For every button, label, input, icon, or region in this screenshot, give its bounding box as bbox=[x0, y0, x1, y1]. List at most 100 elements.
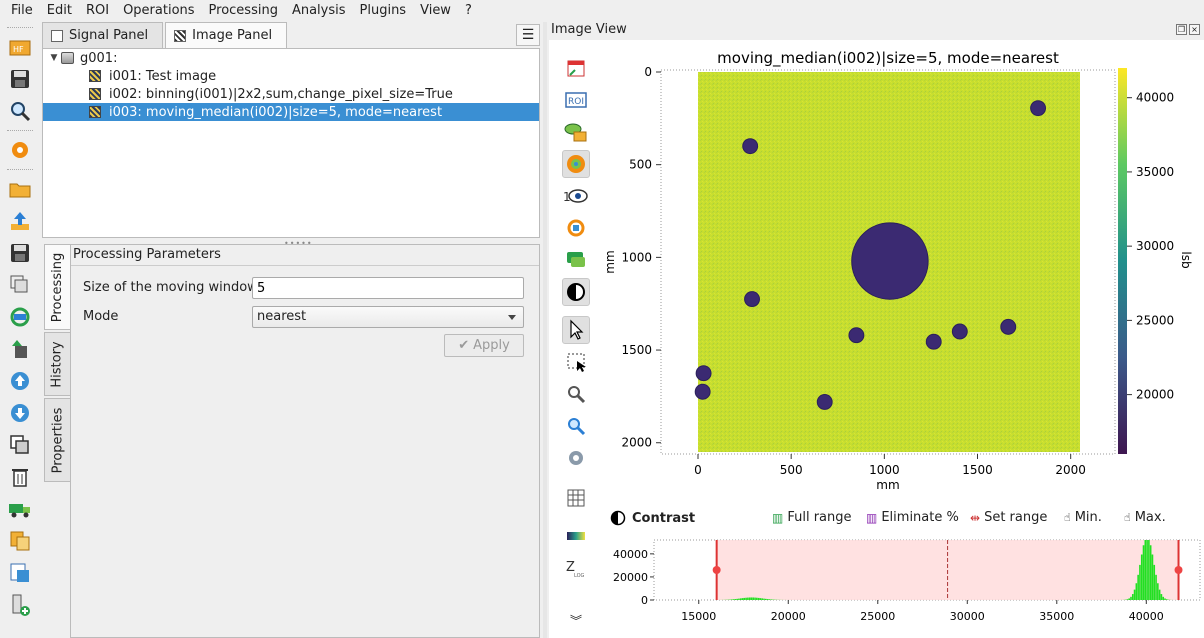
histogram-bar bbox=[732, 599, 735, 600]
comments-button[interactable] bbox=[562, 246, 590, 274]
menu-edit[interactable]: Edit bbox=[46, 3, 72, 18]
import-button[interactable] bbox=[7, 208, 33, 234]
min-label: Min. bbox=[1074, 510, 1102, 525]
roi-button[interactable]: ROI bbox=[562, 86, 590, 114]
close-icon[interactable]: × bbox=[1189, 24, 1200, 35]
grid-button[interactable] bbox=[562, 484, 590, 512]
plot-settings-button[interactable] bbox=[562, 444, 590, 472]
tab-history[interactable]: History bbox=[44, 332, 70, 396]
duplicate-button[interactable] bbox=[7, 272, 33, 298]
histogram-bar bbox=[743, 597, 746, 600]
float-icon[interactable]: ❐ bbox=[1176, 24, 1187, 35]
save-hdf5-button[interactable] bbox=[7, 66, 33, 92]
menu-view[interactable]: View bbox=[420, 3, 451, 18]
image-icon bbox=[89, 106, 101, 118]
zoom-button[interactable] bbox=[562, 380, 590, 408]
histogram-x-axis: 15000 20000 25000 30000 35000 40000 bbox=[681, 600, 1164, 623]
browse-hdf5-button[interactable] bbox=[7, 98, 33, 124]
contrast-histogram[interactable]: 40000 20000 0 15000 20000 25000 30000 35000 400… bbox=[604, 538, 1204, 634]
menu-file[interactable]: File bbox=[11, 3, 33, 18]
select-tool-button[interactable] bbox=[562, 316, 590, 344]
tab-image-panel[interactable]: Image Panel bbox=[165, 22, 288, 48]
tab-signal-panel[interactable]: Signal Panel bbox=[42, 22, 164, 48]
histogram-bar bbox=[1164, 598, 1166, 600]
tree-item[interactable]: i001: Test image bbox=[43, 67, 539, 85]
colorbar-button[interactable] bbox=[562, 522, 590, 550]
svg-text:ROI: ROI bbox=[568, 97, 584, 107]
full-range-button[interactable]: ▥ Full range bbox=[772, 510, 852, 525]
splitter-handle[interactable]: ••••• bbox=[284, 239, 313, 248]
spot-2 bbox=[1030, 100, 1047, 117]
histogram-x-tick-label: 15000 bbox=[681, 610, 716, 623]
menu-operations[interactable]: Operations bbox=[123, 3, 195, 18]
tab-properties[interactable]: Properties bbox=[44, 398, 70, 482]
side-tabs: Processing History Properties bbox=[44, 244, 70, 484]
apply-label: Apply bbox=[473, 338, 510, 353]
menu-processing[interactable]: Processing bbox=[208, 3, 278, 18]
annotations-button[interactable] bbox=[7, 560, 33, 586]
view-button[interactable]: 1 bbox=[562, 182, 590, 210]
histogram-bar bbox=[759, 598, 762, 600]
contrast-icon bbox=[567, 283, 585, 301]
restore-button[interactable] bbox=[7, 336, 33, 362]
menu-help[interactable]: ? bbox=[464, 3, 472, 18]
set-range-button[interactable]: ⇹ Set range bbox=[970, 510, 1047, 525]
refresh-button[interactable] bbox=[7, 304, 33, 330]
image-view-title: Image View bbox=[551, 22, 627, 37]
tree-item-selected[interactable]: i003: moving_median(i002)|size=5, mode=n… bbox=[43, 103, 539, 121]
max-button[interactable]: ☝ Max. bbox=[1124, 510, 1166, 525]
contrast-title-label: Contrast bbox=[632, 510, 696, 526]
arrow-down-icon bbox=[11, 404, 29, 422]
colorbar-axis: 40000 35000 30000 25000 20000 bbox=[1127, 91, 1174, 402]
stack-icon bbox=[10, 275, 28, 293]
histogram-bar bbox=[1131, 594, 1134, 600]
histogram-bar bbox=[1162, 596, 1165, 600]
menu-roi[interactable]: ROI bbox=[85, 3, 110, 18]
contrast-title: Contrast bbox=[610, 510, 695, 526]
move-up-button[interactable] bbox=[7, 368, 33, 394]
log-scale-button[interactable]: Z LOG bbox=[562, 554, 590, 582]
histogram-y-tick-label: 20000 bbox=[613, 571, 648, 584]
range-max-marker[interactable] bbox=[1174, 566, 1183, 574]
mode-label: Mode bbox=[83, 309, 119, 324]
refresh-icon bbox=[10, 307, 30, 327]
mode-select[interactable]: nearest bbox=[252, 306, 524, 328]
menu-plugins[interactable]: Plugins bbox=[359, 3, 407, 18]
image-plot[interactable]: moving_median(i002)|size=5, mode=nearest… bbox=[604, 44, 1204, 494]
rotate-button[interactable] bbox=[562, 214, 590, 242]
delete-button[interactable] bbox=[7, 464, 33, 490]
new-image-button[interactable] bbox=[562, 54, 590, 82]
gear-icon bbox=[569, 451, 583, 465]
panel-splitter[interactable] bbox=[543, 22, 547, 638]
apply-button[interactable]: ✔ Apply bbox=[444, 334, 524, 357]
settings-button[interactable] bbox=[7, 137, 33, 163]
tab-processing[interactable]: Processing bbox=[44, 244, 70, 330]
save-image-button[interactable] bbox=[7, 240, 33, 266]
rect-zoom-button[interactable] bbox=[562, 348, 590, 376]
autoscale-button[interactable] bbox=[562, 412, 590, 440]
panel-menu-button[interactable]: ☰ bbox=[516, 24, 540, 46]
new-folder-button[interactable]: HF bbox=[7, 34, 33, 60]
chevron-down-icon[interactable]: ▼ bbox=[50, 53, 58, 63]
copy-button[interactable] bbox=[7, 432, 33, 458]
histogram-y-tick-label: 0 bbox=[641, 594, 648, 607]
tree-item[interactable]: i002: binning(i001)|2x2,sum,change_pixel… bbox=[43, 85, 539, 103]
min-button[interactable]: ☝ Min. bbox=[1064, 510, 1102, 525]
tree-group[interactable]: ▼ g001: bbox=[43, 49, 539, 67]
move-down-button[interactable] bbox=[7, 400, 33, 426]
colormap-button[interactable] bbox=[562, 150, 590, 178]
more-tools-button[interactable]: ︾ bbox=[562, 606, 590, 634]
delete-all-button[interactable] bbox=[7, 496, 33, 522]
add-object-button[interactable] bbox=[7, 592, 33, 618]
histogram-bar bbox=[761, 598, 764, 600]
contrast-button[interactable] bbox=[562, 278, 590, 306]
metadata-button[interactable] bbox=[7, 528, 33, 554]
window-size-input[interactable] bbox=[252, 277, 524, 299]
annotation-shapes-button[interactable] bbox=[562, 118, 590, 146]
set-range-icon: ⇹ bbox=[970, 510, 981, 525]
menu-analysis[interactable]: Analysis bbox=[291, 3, 346, 18]
eliminate-button[interactable]: ▥ Eliminate % bbox=[866, 510, 959, 525]
histogram-bar bbox=[1140, 554, 1143, 600]
range-min-marker[interactable] bbox=[712, 566, 721, 574]
open-image-button[interactable] bbox=[7, 176, 33, 202]
